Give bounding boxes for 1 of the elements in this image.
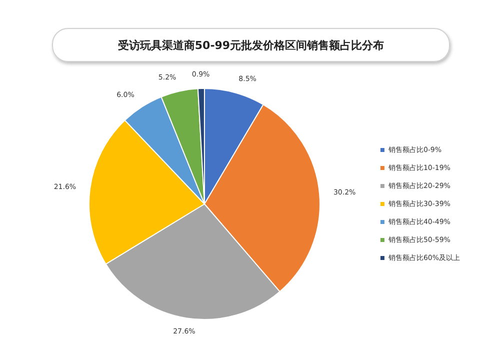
chart-title: 受访玩具渠道商50-99元批发价格区间销售额占比分布 (52, 28, 450, 62)
